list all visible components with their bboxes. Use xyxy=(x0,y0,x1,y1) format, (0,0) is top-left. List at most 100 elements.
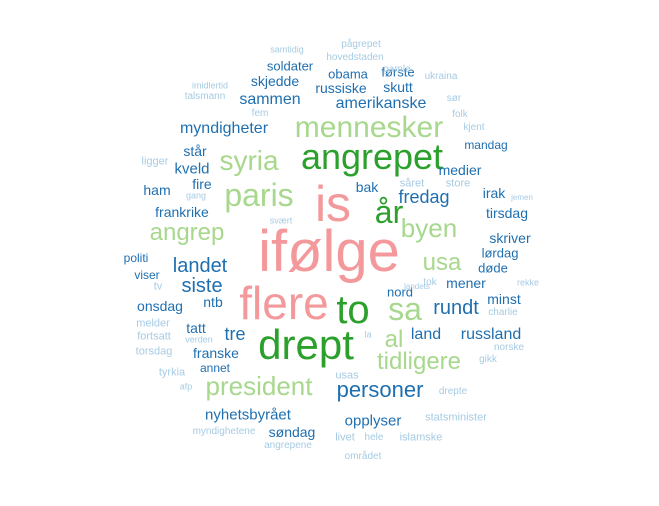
cloud-word-sa: sa xyxy=(388,291,422,327)
cloud-word-pagrepet: pågrepet xyxy=(341,39,381,50)
cloud-word-landets: landets xyxy=(404,282,430,291)
cloud-word-talsmann: talsmann xyxy=(184,91,226,102)
cloud-word-myndighetene: myndighetene xyxy=(192,426,256,437)
cloud-word-rekke: rekke xyxy=(516,277,540,288)
cloud-word-rundt: rundt xyxy=(433,297,479,319)
cloud-word-store: store xyxy=(445,177,471,190)
cloud-word-fredag: fredag xyxy=(398,187,450,207)
cloud-word-nyhetsbyraet: nyhetsbyrået xyxy=(205,406,291,424)
cloud-word-sor: sør xyxy=(446,93,462,104)
cloud-word-ligger: ligger xyxy=(141,155,169,168)
cloud-word-gang: gang xyxy=(185,190,207,201)
cloud-word-land: land xyxy=(410,326,442,343)
cloud-word-mennesker: mennesker xyxy=(294,111,444,144)
cloud-word-skriver: skriver xyxy=(489,230,531,246)
cloud-word-landet: landet xyxy=(172,255,228,277)
cloud-word-ifolge: ifølge xyxy=(258,219,400,284)
cloud-word-fortsatt: fortsatt xyxy=(137,330,171,343)
cloud-word-tv: tv xyxy=(153,280,163,293)
cloud-word-siste: siste xyxy=(181,275,223,297)
cloud-word-melder: melder xyxy=(136,317,170,330)
cloud-word-livet: livet xyxy=(335,431,355,444)
cloud-word-angrepene: angrepene xyxy=(264,440,312,451)
cloud-word-president: president xyxy=(205,371,313,401)
cloud-word-verden: verden xyxy=(185,334,213,345)
cloud-word-bak: bak xyxy=(355,179,379,195)
cloud-word-amerikanske: amerikanske xyxy=(335,95,427,112)
cloud-word-islamske: islamske xyxy=(399,431,443,444)
cloud-word-opplyser: opplyser xyxy=(344,412,402,430)
cloud-word-myndigheter: myndigheter xyxy=(179,120,269,137)
cloud-word-ukraina: ukraina xyxy=(424,71,458,82)
cloud-word-usas: usas xyxy=(335,369,359,382)
cloud-word-onsdag: onsdag xyxy=(137,298,183,314)
cloud-word-gamle: gamle xyxy=(383,64,411,75)
cloud-word-hovedstaden: hovedstaden xyxy=(326,52,384,63)
cloud-word-sondag: søndag xyxy=(268,424,316,440)
cloud-word-mandag: mandag xyxy=(464,138,508,152)
cloud-word-medier: medier xyxy=(438,162,482,178)
cloud-word-kveld: kveld xyxy=(174,160,210,178)
cloud-word-al: al xyxy=(384,326,404,353)
cloud-word-samtidig: samtidig xyxy=(270,44,304,55)
cloud-word-annet: annet xyxy=(199,361,231,375)
cloud-word-flere: flere xyxy=(239,277,329,329)
cloud-word-tidligere: tidligere xyxy=(376,348,462,375)
cloud-word-mener: mener xyxy=(446,275,486,291)
cloud-word-tyrkia: tyrkia xyxy=(158,366,186,379)
cloud-word-charlie: charlie xyxy=(488,307,518,318)
cloud-word-tatt: tatt xyxy=(186,320,206,336)
cloud-word-norske: norske xyxy=(493,342,525,353)
cloud-word-saret: såret xyxy=(399,177,425,190)
cloud-word-personer: personer xyxy=(336,377,424,402)
cloud-word-angrepet: angrepet xyxy=(300,136,444,177)
cloud-word-nord: nord xyxy=(386,284,414,300)
cloud-word-star: står xyxy=(183,143,207,159)
cloud-word-jemen: jemen xyxy=(511,193,533,202)
cloud-word-lordag: lørdag xyxy=(481,245,519,261)
cloud-word-is: is xyxy=(314,176,352,232)
cloud-word-obama: obama xyxy=(328,66,368,82)
cloud-word-ar: år xyxy=(374,194,404,230)
cloud-word-tok: tok xyxy=(423,277,437,288)
cloud-word-statsminister: statsminister xyxy=(425,411,487,424)
cloud-word-tirsdag: tirsdag xyxy=(485,205,529,221)
cloud-word-folk: folk xyxy=(452,109,468,120)
cloud-word-skutt: skutt xyxy=(383,79,413,95)
cloud-word-la: la xyxy=(364,329,372,340)
cloud-word-gikk: gikk xyxy=(479,354,497,365)
cloud-word-torsdag: torsdag xyxy=(135,345,173,358)
cloud-word-byen: byen xyxy=(400,213,458,243)
cloud-word-svaert: svært xyxy=(269,215,293,226)
cloud-word-drept: drept xyxy=(258,321,354,368)
cloud-word-minst: minst xyxy=(487,291,521,307)
cloud-word-irak: irak xyxy=(482,185,506,201)
cloud-word-politi: politi xyxy=(123,251,149,265)
cloud-word-usa: usa xyxy=(422,249,462,276)
cloud-word-dode: døde xyxy=(478,260,508,276)
cloud-word-angrep: angrep xyxy=(149,219,225,246)
cloud-word-omradet: området xyxy=(344,451,382,462)
cloud-word-ham: ham xyxy=(143,182,171,198)
cloud-word-sammen: sammen xyxy=(239,91,301,108)
cloud-word-afp: afp xyxy=(179,381,193,392)
cloud-word-hele: hele xyxy=(364,432,384,443)
cloud-word-tre: tre xyxy=(224,324,246,344)
cloud-word-fire: fire xyxy=(192,176,212,192)
cloud-word-kjent: kjent xyxy=(463,122,485,133)
cloud-word-paris: paris xyxy=(224,177,294,213)
cloud-word-franske: franske xyxy=(193,345,239,361)
cloud-word-syria: syria xyxy=(219,145,279,176)
cloud-word-imidlertid: imidlertid xyxy=(191,80,229,91)
cloud-word-drepte: drepte xyxy=(438,386,468,397)
cloud-word-skjedde: skjedde xyxy=(250,73,300,89)
cloud-word-frankrike: frankrike xyxy=(155,204,209,220)
cloud-word-russland: russland xyxy=(460,326,522,343)
cloud-word-ntb: ntb xyxy=(203,294,223,310)
cloud-word-forste: første xyxy=(381,64,415,80)
cloud-word-to: to xyxy=(336,288,370,332)
cloud-word-russiske: russiske xyxy=(315,80,367,96)
cloud-word-fem: fem xyxy=(251,108,269,119)
cloud-word-viser: viser xyxy=(134,268,160,282)
